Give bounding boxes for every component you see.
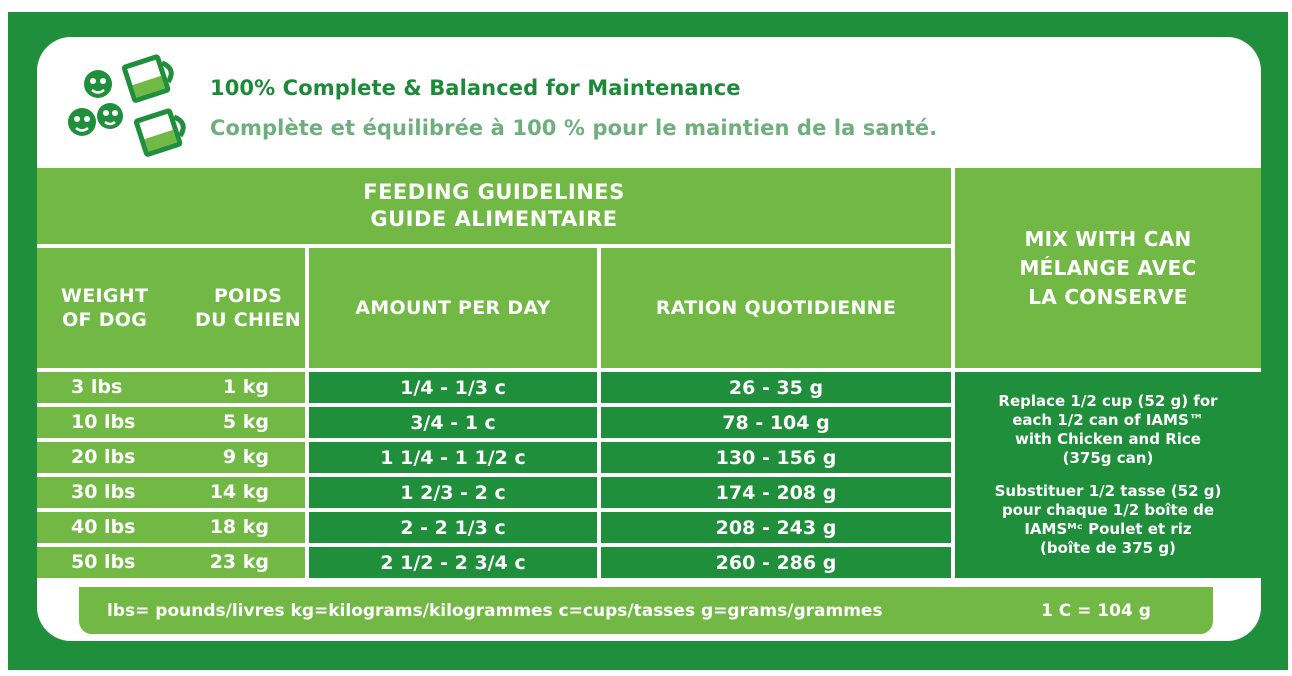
weight-column-header: WEIGHT OF DOG POIDS DU CHIEN xyxy=(37,248,305,368)
weight-lbs: 20 lbs xyxy=(71,446,136,468)
amount-cups: 1 2/3 - 2 c xyxy=(309,477,597,508)
header-icon-group xyxy=(68,54,186,157)
weight-kg: 1 kg xyxy=(222,376,269,398)
mix-note-en-line: (375g can) xyxy=(1062,449,1154,467)
weight-kg: 14 kg xyxy=(209,481,269,503)
amount-grams: 174 - 208 g xyxy=(601,477,951,508)
mix-note-en-line: each 1/2 can of IAMS™ xyxy=(1012,411,1204,429)
feeding-table: FEEDING GUIDELINES GUIDE ALIMENTAIRE MIX… xyxy=(37,168,1261,578)
title-english: 100% Complete & Balanced for Maintenance xyxy=(210,76,741,100)
weight-lbs: 3 lbs xyxy=(71,376,123,398)
amount-grams: 130 - 156 g xyxy=(601,442,951,473)
amount-per-day-header: AMOUNT PER DAY xyxy=(309,248,597,368)
weight-lbs: 40 lbs xyxy=(71,516,136,538)
amount-cups: 2 - 2 1/3 c xyxy=(309,512,597,543)
amount-grams: 26 - 35 g xyxy=(601,372,951,403)
mix-note-fr-line: pour chaque 1/2 boîte de xyxy=(1001,501,1215,519)
amount-cups: 1 1/4 - 1 1/2 c xyxy=(309,442,597,473)
feeding-guidelines-fr: GUIDE ALIMENTAIRE xyxy=(370,207,618,231)
dog-face-icon xyxy=(68,108,96,136)
mix-header-line: MÉLANGE AVEC xyxy=(1019,255,1197,280)
weight-kg: 9 kg xyxy=(222,446,269,468)
amount-grams: 78 - 104 g xyxy=(601,407,951,438)
title-french: Complète et équilibrée à 100 % pour le m… xyxy=(210,116,938,140)
ration-label: RATION QUOTIDIENNE xyxy=(655,297,897,319)
weight-header-en-line: OF DOG xyxy=(62,309,148,331)
measuring-cup-icon xyxy=(121,54,174,103)
mix-note-en-line: with Chicken and Rice xyxy=(1015,430,1201,448)
weight-kg: 5 kg xyxy=(222,411,269,433)
mix-header-line: LA CONSERVE xyxy=(1028,284,1188,309)
dog-face-icon xyxy=(84,70,112,98)
weight-lbs: 10 lbs xyxy=(71,411,136,433)
units-footer: lbs= pounds/livres kg=kilograms/kilogram… xyxy=(76,584,1216,637)
ration-header: RATION QUOTIDIENNE xyxy=(601,248,951,368)
mix-note-fr-line: IAMSᴹᶜ Poulet et riz xyxy=(1024,520,1192,538)
amount-per-day-label: AMOUNT PER DAY xyxy=(355,297,551,319)
mix-note-en-line: Replace 1/2 cup (52 g) for xyxy=(998,392,1218,410)
weight-header-en-line: WEIGHT xyxy=(61,285,149,307)
feeding-guidelines-en: FEEDING GUIDELINES xyxy=(363,180,625,204)
weight-kg: 18 kg xyxy=(209,516,269,538)
amount-grams: 208 - 243 g xyxy=(601,512,951,543)
cup-conversion: 1 C = 104 g xyxy=(1041,601,1151,621)
weight-lbs: 30 lbs xyxy=(71,481,136,503)
units-legend: lbs= pounds/livres kg=kilograms/kilogram… xyxy=(107,601,883,621)
mix-note-fr-line: Substituer 1/2 tasse (52 g) xyxy=(994,482,1222,500)
amount-cups: 2 1/2 - 2 3/4 c xyxy=(309,547,597,578)
weight-lbs: 50 lbs xyxy=(71,551,136,573)
measuring-cup-icon xyxy=(133,108,186,157)
weight-kg: 23 kg xyxy=(209,551,269,573)
amount-cups: 1/4 - 1/3 c xyxy=(309,372,597,403)
weight-header-fr-line: POIDS xyxy=(213,285,283,307)
mix-with-can-header: MIX WITH CAN MÉLANGE AVEC LA CONSERVE xyxy=(955,168,1261,368)
amount-cups: 3/4 - 1 c xyxy=(309,407,597,438)
dog-face-icon xyxy=(97,103,123,129)
mix-with-can-note: Replace 1/2 cup (52 g) for each 1/2 can … xyxy=(955,372,1261,578)
amount-grams: 260 - 286 g xyxy=(601,547,951,578)
feeding-guidelines-title: FEEDING GUIDELINES GUIDE ALIMENTAIRE xyxy=(37,168,951,244)
mix-header-line: MIX WITH CAN xyxy=(1024,226,1192,251)
weight-header-fr-line: DU CHIEN xyxy=(195,309,302,331)
mix-note-fr-line: (boîte de 375 g) xyxy=(1040,539,1176,557)
